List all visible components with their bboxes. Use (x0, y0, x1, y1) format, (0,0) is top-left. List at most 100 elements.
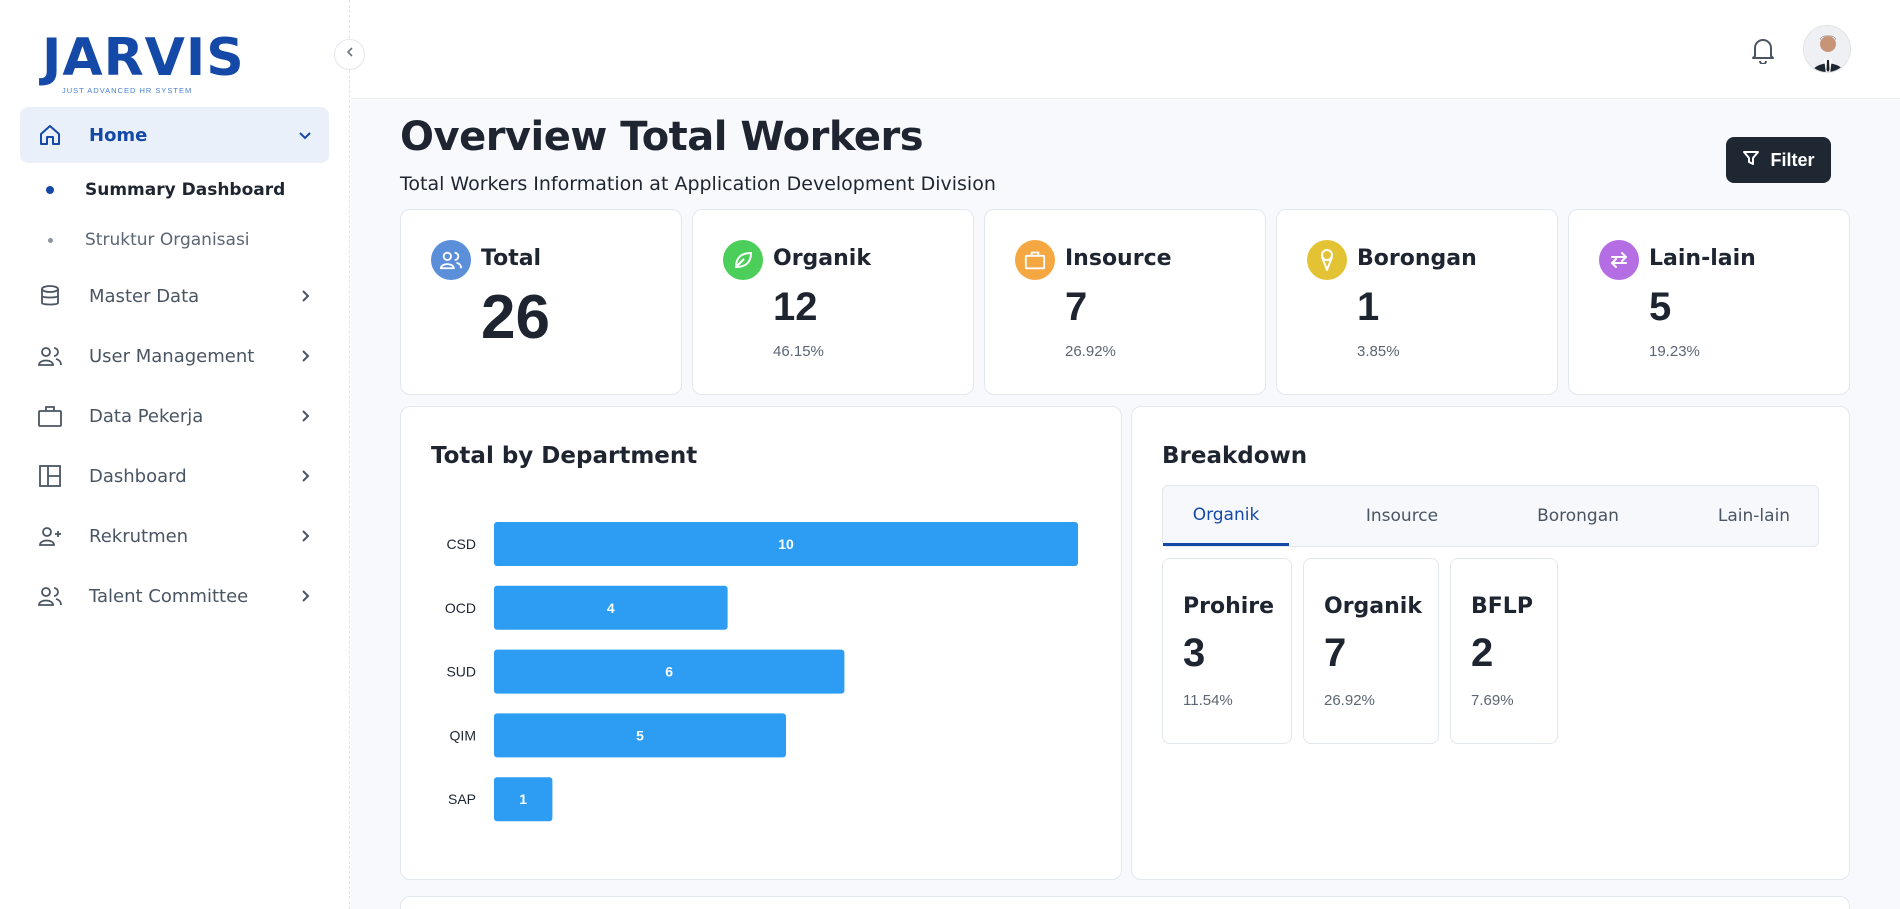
stat-card-organik: Organik 12 46.15% (692, 209, 974, 395)
category-label-sap: SAP (448, 791, 476, 807)
jarvis-logo[interactable]: JARVIS JUST ADVANCED HR SYSTEM (42, 30, 244, 98)
briefcase-icon (37, 403, 63, 429)
page-subtitle: Total Workers Information at Application… (400, 173, 996, 195)
stat-label: Organik (773, 246, 871, 271)
filter-icon (1742, 149, 1760, 172)
sidebar-item-label: Home (89, 124, 148, 146)
database-icon (37, 283, 63, 309)
stat-percentage: 46.15% (773, 343, 824, 360)
stat-card-lain-lain: Lain-lain 5 19.23% (1568, 209, 1850, 395)
top-header (351, 0, 1900, 99)
sidebar-subitem-label: Struktur Organisasi (85, 230, 250, 250)
stat-card-borongan: Borongan 1 3.85% (1276, 209, 1558, 395)
department-chart-panel: Total by Department CSD 10 OCD 4 SUD 6 QIM 5 SAP… (400, 406, 1122, 880)
breakdown-value: 2 (1471, 631, 1494, 675)
breakdown-value: 7 (1324, 631, 1347, 675)
sidebar-item-user-management[interactable]: User Management (20, 328, 329, 384)
sidebar-item-dashboard[interactable]: Dashboard (20, 448, 329, 504)
bar-sud[interactable] (494, 649, 845, 694)
sidebar-item-master-data[interactable]: Master Data (20, 268, 329, 324)
panel-title: Total by Department (431, 443, 698, 469)
breakdown-percentage: 7.69% (1471, 692, 1514, 709)
sidebar-item-label: Talent Committee (89, 585, 249, 607)
breakdown-tabs: Organik Insource Borongan Lain-lain (1162, 485, 1819, 547)
sidebar: JARVIS JUST ADVANCED HR SYSTEM Home Summ… (0, 0, 350, 909)
users-icon (431, 240, 471, 280)
sidebar-item-label: Rekrutmen (89, 525, 189, 547)
breakdown-panel: Breakdown Organik Insource Borongan Lain… (1131, 406, 1850, 880)
breakdown-value: 3 (1183, 631, 1206, 675)
chevron-right-icon (295, 586, 315, 606)
active-dot-icon (46, 186, 54, 194)
tab-lain-lain[interactable]: Lain-lain (1717, 506, 1791, 526)
stat-card-total: Total 26 (400, 209, 682, 395)
chevron-down-icon (295, 125, 315, 145)
briefcase-icon (1015, 240, 1055, 280)
sidebar-item-data-pekerja[interactable]: Data Pekerja (20, 388, 329, 444)
sidebar-item-label: User Management (89, 345, 255, 367)
home-icon (37, 122, 63, 148)
stat-label: Insource (1065, 246, 1172, 271)
breakdown-card-bflp: BFLP 2 7.69% (1450, 558, 1558, 744)
breakdown-card-organik: Organik 7 26.92% (1303, 558, 1439, 744)
tab-insource[interactable]: Insource (1365, 506, 1439, 526)
avatar[interactable] (1803, 25, 1851, 73)
chevron-right-icon (295, 346, 315, 366)
stat-percentage: 3.85% (1357, 343, 1400, 360)
users-icon (37, 343, 63, 369)
sidebar-item-rekrutmen[interactable]: Rekrutmen (20, 508, 329, 564)
swap-icon (1599, 240, 1639, 280)
sidebar-collapse-button[interactable] (334, 39, 365, 70)
stat-value: 7 (1065, 285, 1088, 329)
data-label-qim: 5 (636, 727, 644, 743)
next-panel (400, 896, 1850, 909)
stat-value: 26 (481, 283, 550, 352)
tab-organik[interactable]: Organik (1163, 486, 1289, 546)
sidebar-item-label: Master Data (89, 285, 200, 307)
sidebar-subitem-summary-dashboard[interactable]: Summary Dashboard (20, 170, 329, 210)
breakdown-label: Organik (1324, 594, 1422, 619)
category-label-sud: SUD (446, 664, 476, 680)
tab-borongan[interactable]: Borongan (1537, 506, 1619, 526)
bell-icon[interactable] (1750, 36, 1776, 65)
breakdown-label: BFLP (1471, 594, 1533, 619)
sidebar-item-talent-committee[interactable]: Talent Committee (20, 568, 329, 624)
leaf-icon (723, 240, 763, 280)
stat-label: Borongan (1357, 246, 1477, 271)
sidebar-subitem-label: Summary Dashboard (85, 180, 286, 200)
sidebar-item-home[interactable]: Home (20, 107, 329, 163)
user-plus-icon (37, 523, 63, 549)
chevron-right-icon (295, 466, 315, 486)
breakdown-percentage: 26.92% (1324, 692, 1375, 709)
sidebar-item-label: Dashboard (89, 465, 187, 487)
category-label-csd: CSD (446, 536, 476, 552)
ice-cream-icon (1307, 240, 1347, 280)
chevron-right-icon (295, 526, 315, 546)
sidebar-subitem-struktur-organisasi[interactable]: Struktur Organisasi (20, 220, 329, 260)
users-icon (37, 583, 63, 609)
data-label-csd: 10 (778, 536, 794, 552)
bar-qim[interactable] (494, 713, 786, 758)
breakdown-card-prohire: Prohire 3 11.54% (1162, 558, 1292, 744)
bar-sap[interactable] (494, 777, 553, 822)
stat-card-insource: Insource 7 26.92% (984, 209, 1266, 395)
page-title: Overview Total Workers (400, 114, 924, 160)
bar-ocd[interactable] (494, 585, 728, 630)
filter-label: Filter (1770, 149, 1815, 170)
bar-csd[interactable] (494, 522, 1078, 566)
chevron-right-icon (295, 286, 315, 306)
stat-label: Total (481, 246, 542, 271)
data-label-sud: 6 (665, 664, 673, 680)
logo-tagline: JUST ADVANCED HR SYSTEM (62, 86, 193, 95)
stat-value: 12 (773, 285, 818, 329)
user-avatar-icon (1804, 26, 1850, 72)
filter-button[interactable]: Filter (1726, 137, 1831, 183)
stat-percentage: 19.23% (1649, 343, 1700, 360)
data-label-sap: 1 (519, 791, 527, 807)
category-label-qim: QIM (450, 727, 476, 743)
stat-label: Lain-lain (1649, 246, 1756, 271)
panel-title: Breakdown (1162, 443, 1308, 469)
breakdown-label: Prohire (1183, 594, 1275, 619)
chevron-right-icon (295, 406, 315, 426)
department-bar-chart: CSD 10 OCD 4 SUD 6 QIM 5 SAP 1 (445, 522, 1078, 822)
